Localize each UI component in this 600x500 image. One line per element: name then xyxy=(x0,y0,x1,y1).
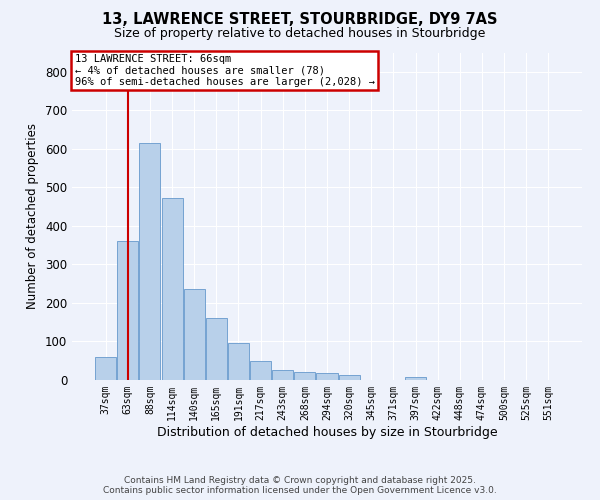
Bar xyxy=(272,370,293,380)
Text: 13 LAWRENCE STREET: 66sqm
← 4% of detached houses are smaller (78)
96% of semi-d: 13 LAWRENCE STREET: 66sqm ← 4% of detach… xyxy=(74,54,374,88)
Text: 13, LAWRENCE STREET, STOURBRIDGE, DY9 7AS: 13, LAWRENCE STREET, STOURBRIDGE, DY9 7A… xyxy=(102,12,498,28)
Y-axis label: Number of detached properties: Number of detached properties xyxy=(26,123,40,309)
Bar xyxy=(405,378,426,380)
Text: Size of property relative to detached houses in Stourbridge: Size of property relative to detached ho… xyxy=(115,28,485,40)
Bar xyxy=(139,143,160,380)
Bar xyxy=(338,375,359,380)
Bar xyxy=(295,372,316,380)
Bar xyxy=(250,360,271,380)
Bar xyxy=(206,318,227,380)
Text: Contains HM Land Registry data © Crown copyright and database right 2025.
Contai: Contains HM Land Registry data © Crown c… xyxy=(103,476,497,495)
Bar xyxy=(161,198,182,380)
Bar xyxy=(118,240,139,380)
Bar xyxy=(95,357,116,380)
Bar xyxy=(316,373,338,380)
Bar xyxy=(228,342,249,380)
Bar xyxy=(184,289,205,380)
X-axis label: Distribution of detached houses by size in Stourbridge: Distribution of detached houses by size … xyxy=(157,426,497,438)
